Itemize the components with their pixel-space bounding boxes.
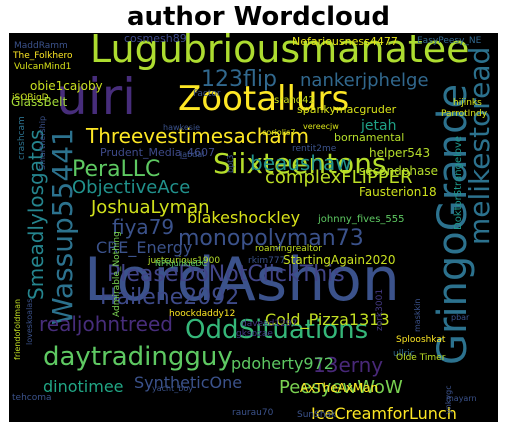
word-joshualyman: JoshuaLyman [90,197,210,218]
word-complexflipper: complexFLIPPER [265,167,413,188]
word-olde-timer: Olde Timer [396,353,446,363]
word-johnny-fives-555: johnny_fives_555 [317,214,405,225]
word-hawkesie: hawkesie [163,123,200,132]
word-threevestimesacharm: Threevestimesacharm [85,124,309,148]
word-icecreamforlunch: IceCreamforLunch [311,404,457,422]
word-yacht-boy: yacht_boy [152,384,193,393]
word-prudent-media-4607: Prudent_Media_4607 [100,146,215,159]
word-13erny: 13erny [313,353,383,377]
word-zork3001: zork3001 [375,289,385,331]
word-monopolyman73: monopolyman73 [178,226,364,251]
word-doktorstrangelove: DoktorStrangelove [453,136,464,230]
word-tehcoma: tehcoma [12,393,52,403]
word-cre-energy: CRE_Energy [96,238,192,258]
word-perallc: PeraLLC [72,157,160,182]
word-srand42: srand42 [274,95,315,106]
word-obie1cajoby: obie1cajoby [30,79,103,93]
word-nefariousness4477: Nefariousness4477 [292,35,398,48]
word-gksozae: gksozae [236,329,273,339]
word-hijinks: hijinks [453,98,482,108]
word-lordashon: LordAshon [84,245,400,315]
word-hoockdaddy12: hoockdaddy12 [169,309,235,319]
word-secondphase: secondphase [359,164,438,178]
word-beaushaw: beaushaw [250,151,352,175]
word-startingagain2020: StartingAgain2020 [283,253,396,267]
word-axtheaxman: AxTheAxMan [300,381,378,395]
word-smartnership: Smartnership [38,116,47,170]
word-vereecjw: vereecjw [303,122,339,131]
word-ullric: ullric [393,349,415,359]
word-smeadlylosgatos: Smeadlylosgatos [24,130,48,301]
word-dinotimee: dinotimee [43,377,124,396]
word-realjohntreed: realjohntreed [39,312,173,336]
word-friendofoldman: friendofoldman [13,299,22,360]
word-blakeshockley: blakeshockley [187,208,300,227]
word-123flip: 123flip [201,67,277,92]
word-siixteentons: Siixteentons [213,147,387,180]
word-rkim777: rkim777 [248,256,285,266]
word-hailene2092: Hailene2092 [100,285,239,310]
word-fausterion18: Fausterion18 [359,185,437,199]
word-jabdal: jabdal [179,150,204,159]
word-melikestoread: melikestoread [463,47,496,245]
word-uiri: uiri [56,68,136,126]
word-justcurious1900: justcurious1900 [147,256,220,266]
word-fiya79: fiya79 [112,215,174,239]
word-maskkin: maskkin [413,299,422,332]
word-coriolis7: coriolis7 [262,128,295,137]
word-gringogrande: GringoGrande [430,84,476,365]
wordcloud-canvas: LordAshon Lugubriousmanatee uiri GringoGran… [9,33,498,422]
word-jetah: jetah [360,118,396,134]
word-pleasedonotclickthis: PleaseDoNotClickThis [107,262,345,287]
word-factor: Factor [193,89,221,99]
word-rentit2me: rentit2me [292,144,337,154]
word-roamingrealtor: roamingrealtor [255,244,322,254]
word-daytradingguy: daytradingguy [43,342,233,372]
word-parrotindy: ParrotIndy [441,109,488,119]
word-objectiveace: ObjectiveAce [72,177,190,198]
word-raurau70: raurau70 [232,408,274,418]
word-mayarn: mayarn [446,394,477,403]
word-bornamental: bornamental [334,131,404,144]
word-pdoherty972: pdoherty972 [231,354,334,373]
word-pbar: pbar [451,313,470,322]
word-peesyewwow: PeesyewWoW [279,377,403,398]
word-the-folkhero: The_Folkhero [12,51,73,61]
word-helper543: helper543 [369,146,430,160]
word-bpt3: bpt3 [226,155,235,173]
word-isobigd: iSOBigD [12,93,49,103]
word-syntheticone: SyntheticOne [134,373,242,392]
word-glassbelt: GlassBelt [11,95,67,109]
word-easypeesy-ne: EasyPeesy_NE [417,36,482,46]
word-cold-pizza1313: Cold_Pizza1313 [265,310,390,330]
word-wassup55441: Wassup55441 [46,128,79,325]
word-splooshkat: Splooshkat [396,335,446,345]
word-lugubriousmanatee: Lugubriousmanatee [90,33,470,71]
word-crashcam: crashcam [17,116,27,160]
word-spankymacgruder: spankymacgruder [297,103,397,116]
word-daveed1297: daveed1297 [241,319,297,329]
word-loveskoalas: loveskoalas [25,299,34,345]
word-admirable-nothing: Admirable_Nothing [112,231,122,317]
word-cosmesh89: cosmesh89 [124,33,187,45]
chart-title: author Wordcloud [126,2,391,32]
word-zootallurs: Zootallurs [178,79,349,119]
word-nankerjphelge: nankerjphelge [300,70,429,91]
word-oddsituations: OddSituations [185,315,368,345]
word-ynkvgc: ynkvgc [444,385,453,414]
word-nprjunkiedc: NPRjunkieDC [155,259,208,268]
word-maddramm: MaddRamm [14,41,68,51]
word-sunshak: SunShak [297,410,337,420]
word-vulcanmind1: VulcanMind1 [14,62,71,72]
